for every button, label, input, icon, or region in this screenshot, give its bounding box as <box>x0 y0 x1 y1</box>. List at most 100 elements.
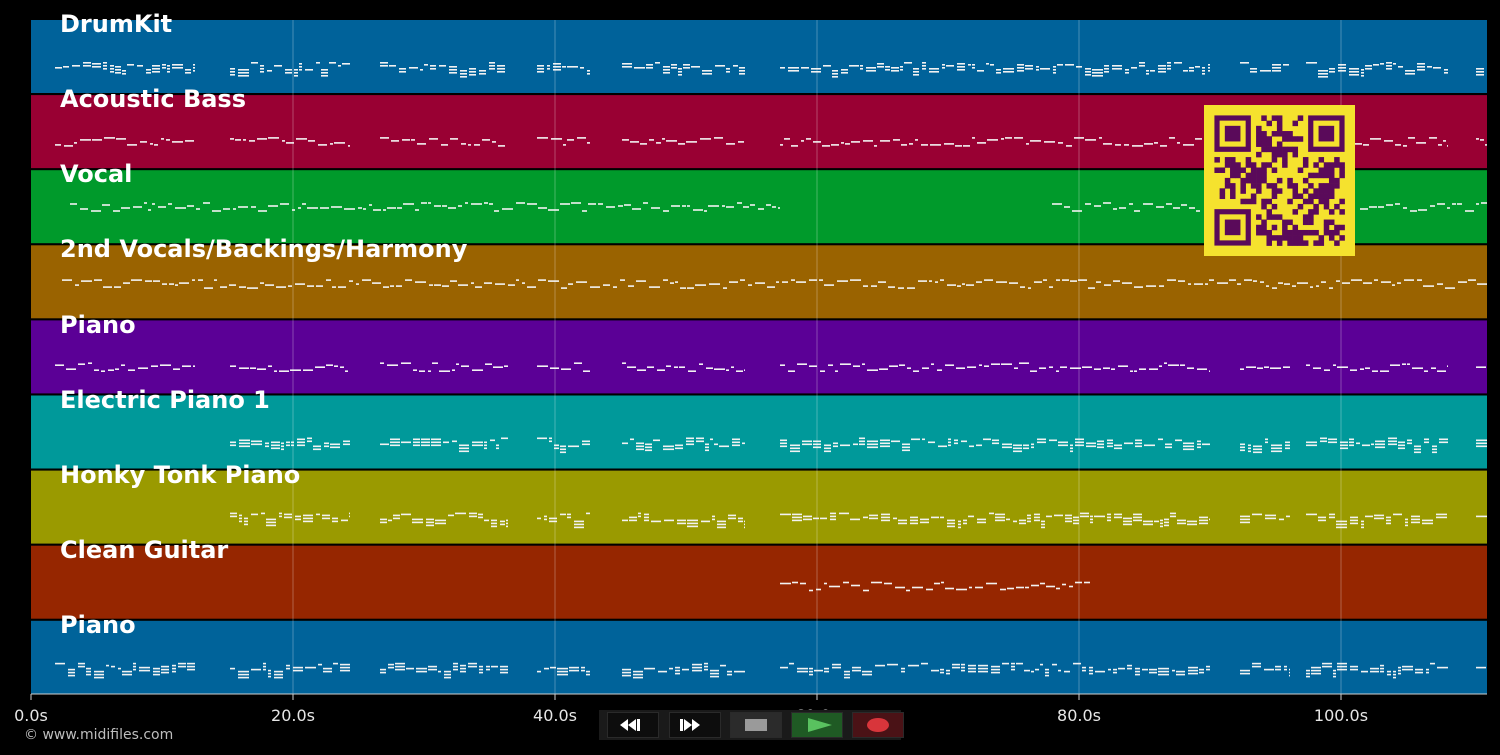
note-mark <box>175 207 186 209</box>
note-mark <box>739 73 745 75</box>
note-mark <box>1240 669 1250 672</box>
note-mark <box>1393 673 1396 676</box>
note-mark <box>1433 67 1441 69</box>
note-mark <box>1386 62 1392 64</box>
note-mark <box>263 662 266 665</box>
note-mark <box>329 62 336 64</box>
note-mark <box>500 671 508 674</box>
note-mark <box>468 662 477 665</box>
note-mark <box>1398 666 1401 669</box>
note-mark <box>1361 72 1364 74</box>
note-mark <box>588 203 596 205</box>
note-mark <box>435 519 446 522</box>
note-mark <box>380 137 389 139</box>
note-mark <box>1164 521 1169 524</box>
note-mark <box>1158 71 1166 73</box>
qr-module <box>1250 172 1257 179</box>
note-mark <box>453 665 458 668</box>
note-mark <box>613 286 617 288</box>
record-button[interactable] <box>852 712 904 738</box>
note-mark <box>297 441 305 444</box>
note-mark <box>94 670 104 673</box>
note-mark <box>687 287 694 289</box>
note-mark <box>1432 445 1437 448</box>
note-mark <box>172 141 183 143</box>
qr-module <box>1318 183 1325 189</box>
note-mark <box>1202 70 1205 72</box>
note-mark <box>1104 71 1109 73</box>
qr-module <box>1292 188 1299 194</box>
note-mark <box>1175 439 1182 442</box>
note-mark <box>928 441 935 444</box>
note-mark <box>1054 514 1063 517</box>
note-mark <box>1168 364 1179 366</box>
note-mark <box>153 670 160 673</box>
note-mark <box>434 284 441 286</box>
note-mark <box>139 669 150 672</box>
note-mark <box>538 207 547 209</box>
track-lane <box>31 20 1487 93</box>
note-mark <box>688 370 696 372</box>
note-mark <box>692 666 702 669</box>
note-mark <box>161 671 169 674</box>
fast-forward-button[interactable] <box>669 712 721 738</box>
note-mark <box>1306 669 1310 672</box>
note-mark <box>358 207 362 209</box>
note-mark <box>686 141 697 143</box>
note-mark <box>976 444 982 447</box>
note-mark <box>1337 668 1347 671</box>
play-button[interactable] <box>791 712 843 738</box>
note-mark <box>1415 668 1423 671</box>
note-mark <box>1197 446 1201 449</box>
note-mark <box>472 369 483 371</box>
note-mark <box>479 665 483 668</box>
note-mark <box>281 445 284 448</box>
note-mark <box>348 145 350 147</box>
rewind-button[interactable] <box>607 712 659 738</box>
note-mark <box>740 279 745 281</box>
qr-module <box>1297 240 1304 246</box>
note-mark <box>431 441 441 444</box>
note-mark <box>1044 141 1055 143</box>
note-mark <box>738 520 743 523</box>
note-mark <box>580 67 584 69</box>
qr-module <box>1323 172 1330 179</box>
note-mark <box>1350 516 1358 519</box>
note-mark <box>86 667 91 670</box>
note-mark <box>653 439 660 442</box>
note-mark <box>169 283 174 285</box>
note-mark <box>1386 516 1391 519</box>
note-mark <box>1447 145 1448 147</box>
note-mark <box>1037 438 1046 441</box>
note-mark <box>944 143 954 145</box>
qr-module <box>1323 193 1330 200</box>
note-mark <box>1160 522 1163 525</box>
note-mark <box>307 207 318 209</box>
note-mark <box>1030 370 1037 372</box>
note-mark <box>145 280 152 282</box>
note-mark <box>333 662 338 665</box>
note-mark <box>88 362 92 364</box>
note-mark <box>1169 137 1175 139</box>
note-mark <box>705 443 709 446</box>
note-mark <box>431 444 441 447</box>
note-mark <box>417 143 426 145</box>
stop-button[interactable] <box>730 712 782 738</box>
note-mark <box>767 286 775 288</box>
note-mark <box>1007 587 1014 590</box>
note-mark <box>907 367 911 369</box>
note-mark <box>1321 281 1326 283</box>
note-mark <box>263 665 266 668</box>
note-mark <box>1374 279 1378 281</box>
note-mark <box>1159 365 1162 367</box>
note-mark <box>683 67 690 69</box>
qr-code[interactable] <box>1204 105 1355 256</box>
note-mark <box>274 673 283 676</box>
note-mark <box>1173 207 1180 209</box>
note-mark <box>622 63 632 65</box>
note-mark <box>412 518 423 521</box>
note-mark <box>1090 515 1093 518</box>
note-mark <box>1095 670 1105 673</box>
note-mark <box>1125 69 1129 71</box>
note-mark <box>102 204 110 206</box>
